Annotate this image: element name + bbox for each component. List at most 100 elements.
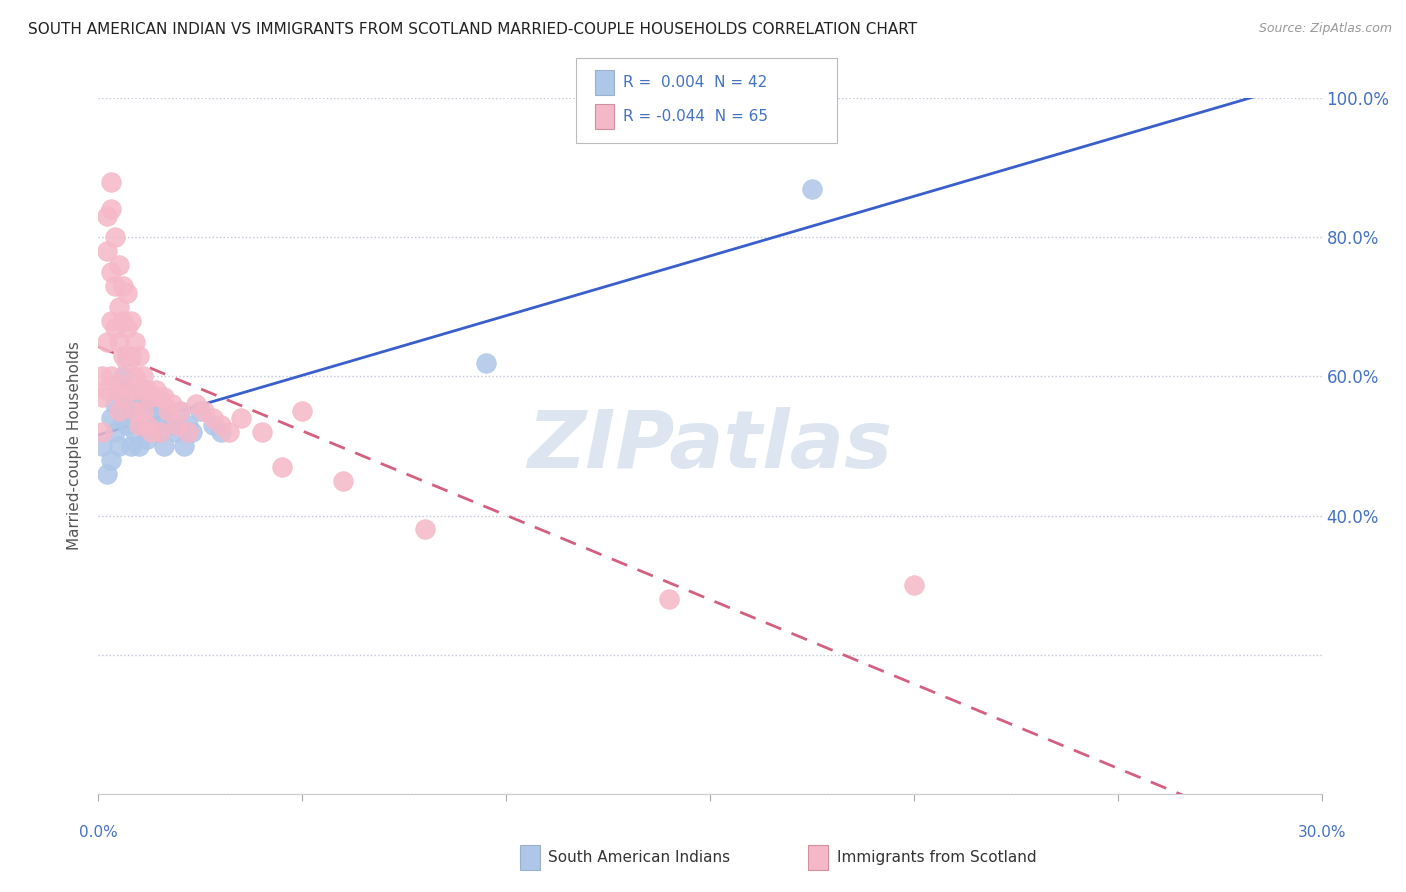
Point (132, 404, 155, 418)
Point (124, 425, 146, 439)
Point (104, 384, 127, 398)
Point (115, 418, 138, 433)
Point (141, 425, 163, 439)
Text: 30.0%: 30.0% (1298, 825, 1346, 840)
Point (209, 418, 232, 433)
Point (136, 432, 159, 446)
Point (136, 397, 159, 411)
Point (108, 258, 131, 272)
Text: Immigrants from Scotland: Immigrants from Scotland (837, 850, 1036, 864)
Point (169, 404, 191, 418)
Point (181, 425, 204, 439)
Point (136, 384, 159, 398)
Point (141, 390, 163, 404)
Point (108, 384, 131, 398)
Point (111, 369, 134, 384)
Point (160, 397, 183, 411)
Point (96, 467, 118, 481)
Text: Source: ZipAtlas.com: Source: ZipAtlas.com (1258, 22, 1392, 36)
Point (115, 285, 138, 300)
Point (218, 425, 240, 439)
Point (100, 453, 122, 467)
Point (115, 320, 138, 334)
Point (149, 397, 172, 411)
Point (111, 279, 134, 293)
Point (149, 425, 172, 439)
Point (128, 418, 150, 433)
Point (108, 439, 131, 453)
Point (201, 418, 224, 433)
Point (173, 439, 195, 453)
Point (128, 397, 150, 411)
Point (152, 439, 174, 453)
Point (100, 369, 122, 384)
Point (96, 334, 118, 349)
Point (132, 369, 155, 384)
Point (132, 418, 155, 433)
Point (120, 439, 142, 453)
Point (111, 411, 134, 425)
Point (115, 384, 138, 398)
Point (128, 439, 150, 453)
Point (145, 404, 167, 418)
Point (91, 369, 114, 384)
Point (91, 425, 114, 439)
Point (156, 404, 179, 418)
Point (209, 425, 232, 439)
Point (104, 320, 127, 334)
Point (111, 314, 134, 328)
Point (120, 384, 142, 398)
Point (128, 349, 150, 363)
Point (124, 334, 146, 349)
Point (136, 418, 159, 433)
Point (177, 418, 200, 433)
Point (91, 439, 114, 453)
Point (177, 425, 200, 439)
Point (169, 404, 191, 418)
Point (104, 425, 127, 439)
Point (96, 210, 118, 224)
Point (100, 411, 122, 425)
Point (104, 397, 127, 411)
Point (145, 384, 167, 398)
Point (120, 349, 142, 363)
Point (124, 404, 146, 418)
Point (332, 474, 354, 488)
Point (108, 300, 131, 314)
Point (128, 384, 150, 398)
Point (250, 425, 273, 439)
Point (91, 390, 114, 404)
Point (141, 390, 163, 404)
Point (108, 334, 131, 349)
Point (801, 181, 824, 195)
Point (100, 175, 122, 189)
Point (100, 265, 122, 279)
Point (201, 411, 224, 425)
Point (115, 349, 138, 363)
Text: SOUTH AMERICAN INDIAN VS IMMIGRANTS FROM SCOTLAND MARRIED-COUPLE HOUSEHOLDS CORR: SOUTH AMERICAN INDIAN VS IMMIGRANTS FROM… (28, 22, 917, 37)
Point (124, 390, 146, 404)
Point (149, 390, 172, 404)
Point (165, 425, 187, 439)
Point (474, 355, 498, 369)
Point (108, 376, 131, 391)
Point (270, 459, 294, 474)
Y-axis label: Married-couple Households: Married-couple Households (67, 342, 83, 550)
Point (132, 384, 155, 398)
Point (104, 230, 127, 244)
Point (100, 314, 122, 328)
Point (186, 397, 208, 411)
Point (165, 418, 187, 433)
Text: R = -0.044  N = 65: R = -0.044 N = 65 (623, 110, 768, 124)
Text: South American Indians: South American Indians (548, 850, 731, 864)
Text: ZIPatlas: ZIPatlas (527, 407, 893, 485)
Point (111, 349, 134, 363)
Point (115, 355, 138, 369)
Point (152, 390, 174, 404)
Point (149, 425, 172, 439)
Point (124, 369, 146, 384)
Point (141, 418, 163, 433)
Point (291, 404, 314, 418)
Text: R =  0.004  N = 42: R = 0.004 N = 42 (623, 76, 768, 90)
Point (152, 404, 174, 418)
